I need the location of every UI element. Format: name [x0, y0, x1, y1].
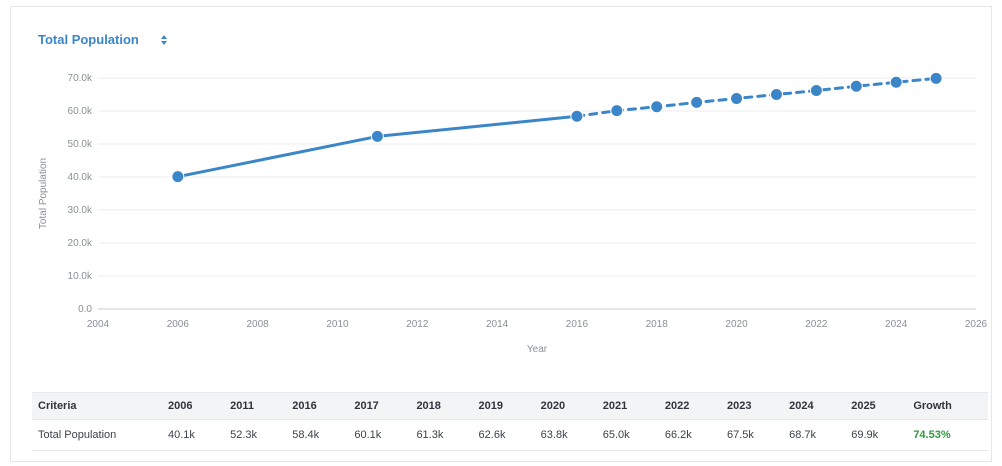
x-tick-label: 2024	[885, 319, 908, 330]
data-point	[690, 95, 704, 109]
table-cell: 67.5k	[720, 419, 784, 451]
data-point	[730, 91, 744, 105]
y-tick-label: 10.0k	[68, 271, 93, 282]
y-tick-label: 40.0k	[68, 172, 93, 183]
x-tick-label: 2006	[167, 319, 190, 330]
table-header-cell: Criteria	[32, 392, 162, 420]
table-header-cell: 2020	[534, 392, 597, 420]
sort-toggle-icon[interactable]	[160, 34, 167, 45]
y-tick-label: 30.0k	[68, 205, 93, 216]
data-point	[929, 71, 943, 85]
data-point	[849, 79, 863, 93]
table-header-cell: 2024	[783, 392, 846, 420]
x-tick-label: 2026	[965, 319, 988, 330]
y-tick-label: 60.0k	[68, 106, 93, 117]
table-cell: Total Population	[32, 419, 162, 451]
population-table: Criteria 2006 2011 2016 2017 2018 2019 2…	[32, 392, 988, 451]
chart-title: Total Population	[38, 32, 139, 47]
data-point	[570, 109, 584, 123]
table-header-cell: 2023	[720, 392, 784, 420]
table-cell: 62.6k	[472, 419, 535, 451]
x-tick-label: 2010	[326, 319, 349, 330]
table-cell: 66.2k	[658, 419, 721, 451]
table-cell: 40.1k	[162, 419, 225, 451]
x-tick-label: 2022	[805, 319, 828, 330]
x-tick-label: 2020	[725, 319, 748, 330]
y-tick-label: 0.0	[78, 304, 92, 315]
data-point	[650, 100, 664, 114]
table-cell: 52.3k	[224, 419, 287, 451]
table-cell: 58.4k	[286, 419, 349, 451]
table-header-cell: 2021	[596, 392, 659, 420]
table-cell: 60.1k	[348, 419, 411, 451]
x-axis-title: Year	[527, 344, 548, 355]
x-tick-label: 2018	[646, 319, 669, 330]
data-point	[889, 75, 903, 89]
table-header-cell: 2016	[286, 392, 349, 420]
table-header-cell: 2011	[224, 392, 287, 420]
table-header-row: Criteria 2006 2011 2016 2017 2018 2019 2…	[32, 392, 988, 420]
historical-series-line	[176, 114, 579, 179]
table-header-cell: 2022	[658, 392, 721, 420]
table-cell: 69.9k	[845, 419, 908, 451]
data-point	[769, 88, 783, 101]
chart-card	[10, 6, 992, 462]
growth-cell: 74.53%	[907, 419, 988, 451]
data-point	[809, 84, 823, 98]
x-tick-label: 2004	[87, 319, 110, 330]
table-cell: 65.0k	[596, 419, 659, 451]
x-tick-label: 2016	[566, 319, 589, 330]
data-point	[370, 129, 384, 143]
y-tick-label: 20.0k	[68, 238, 93, 249]
projected-series-line	[575, 76, 938, 118]
table-header-cell: 2018	[410, 392, 473, 420]
table-header-cell: Growth	[907, 392, 988, 420]
table-cell: 63.8k	[534, 419, 597, 451]
x-tick-label: 2012	[406, 319, 429, 330]
table-row: Total Population 40.1k 52.3k 58.4k 60.1k…	[32, 419, 988, 451]
table-header-cell: 2025	[845, 392, 908, 420]
y-tick-label: 70.0k	[68, 73, 93, 84]
table-header-cell: 2019	[472, 392, 535, 420]
x-tick-label: 2014	[486, 319, 509, 330]
chart-header: Total Population	[38, 32, 167, 47]
y-axis-title: Total Population	[38, 158, 49, 229]
table-header-cell: 2017	[348, 392, 411, 420]
table-cell: 61.3k	[410, 419, 473, 451]
x-tick-label: 2008	[247, 319, 270, 330]
table-cell: 68.7k	[783, 419, 846, 451]
y-tick-label: 50.0k	[68, 139, 93, 150]
data-point	[610, 104, 624, 118]
table-header-cell: 2006	[162, 392, 225, 420]
data-point	[171, 170, 185, 184]
